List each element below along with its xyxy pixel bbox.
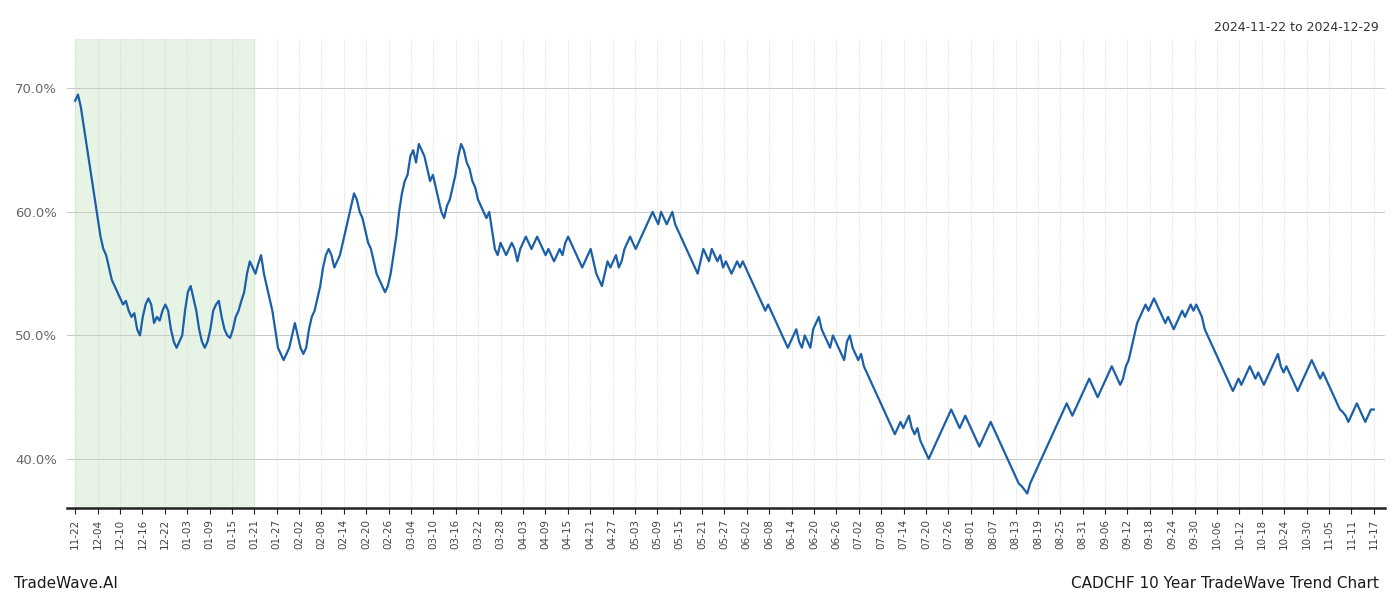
Text: 2024-11-22 to 2024-12-29: 2024-11-22 to 2024-12-29 <box>1214 21 1379 34</box>
Text: CADCHF 10 Year TradeWave Trend Chart: CADCHF 10 Year TradeWave Trend Chart <box>1071 576 1379 591</box>
Bar <box>76 39 255 508</box>
Text: TradeWave.AI: TradeWave.AI <box>14 576 118 591</box>
